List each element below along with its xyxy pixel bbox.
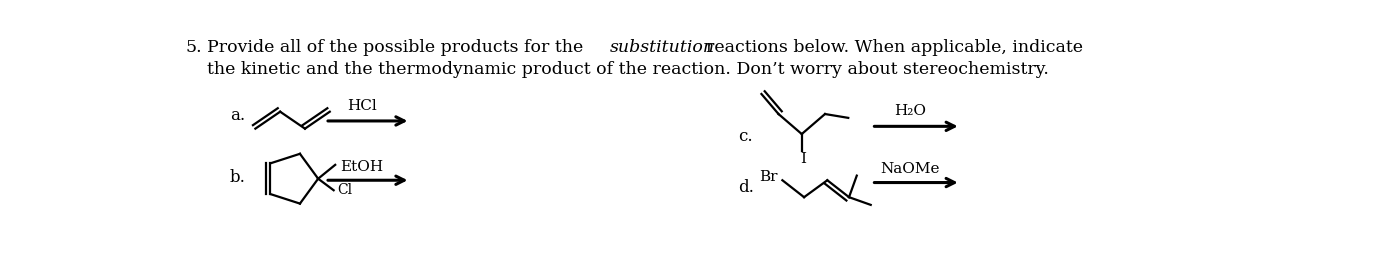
Text: Br: Br	[759, 170, 778, 184]
Text: the kinetic and the thermodynamic product of the reaction. Don’t worry about ste: the kinetic and the thermodynamic produc…	[206, 61, 1048, 78]
Text: a.: a.	[230, 107, 245, 124]
Text: HCl: HCl	[347, 99, 376, 113]
Text: c.: c.	[738, 128, 753, 145]
Text: EtOH: EtOH	[340, 160, 383, 174]
Text: Cl: Cl	[337, 183, 352, 197]
Text: H₂O: H₂O	[894, 104, 926, 118]
Text: Provide all of the possible products for the: Provide all of the possible products for…	[206, 39, 589, 56]
Text: d.: d.	[738, 180, 754, 197]
Text: substitution: substitution	[610, 39, 714, 56]
Text: reactions below. When applicable, indicate: reactions below. When applicable, indica…	[706, 39, 1083, 56]
Text: b.: b.	[230, 169, 245, 186]
Text: NaOMe: NaOMe	[881, 162, 940, 176]
Text: 5.: 5.	[185, 39, 202, 56]
Text: I: I	[800, 152, 806, 166]
